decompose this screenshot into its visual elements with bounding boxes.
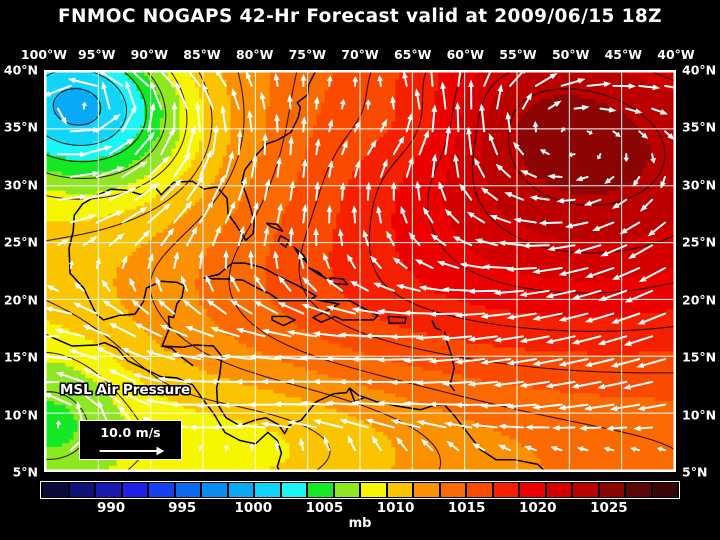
- colorbar-swatch: [96, 483, 121, 497]
- colorbar-tick-label: 1005: [305, 500, 344, 516]
- pressure-colorbar: [40, 481, 680, 499]
- wind-scale-label: 10.0 m/s: [100, 425, 161, 440]
- colorbar-swatch: [440, 483, 465, 497]
- latitude-tick-label: 10°N: [3, 407, 38, 423]
- longitude-tick-label: 45°W: [604, 47, 643, 62]
- colorbar-swatch: [599, 483, 624, 497]
- longitude-tick-label: 55°W: [499, 47, 537, 62]
- colorbar-swatch: [149, 483, 174, 497]
- colorbar-swatch: [387, 483, 412, 497]
- longitude-tick-label: 50°W: [551, 47, 590, 62]
- latitude-tick-label: 35°N: [3, 119, 38, 135]
- longitude-tick-label: 100°W: [20, 47, 68, 62]
- colorbar-tick-label: 995: [168, 500, 197, 516]
- latitude-tick-label: 20°N: [682, 292, 717, 308]
- colorbar-swatch: [202, 483, 227, 497]
- colorbar-tick-label: 1010: [376, 500, 415, 516]
- latitude-tick-label: 40°N: [3, 62, 38, 78]
- latitude-tick-label: 15°N: [682, 349, 717, 365]
- colorbar-swatch: [281, 483, 306, 497]
- longitude-tick-label: 65°W: [393, 47, 432, 62]
- map-plot-area[interactable]: MSL Air Pressure 10.0 m/s: [44, 70, 676, 472]
- wind-scale-arrow-icon: [99, 446, 165, 456]
- wind-vector-arrows: [46, 72, 674, 452]
- longitude-tick-label: 60°W: [446, 47, 485, 62]
- page-title: FNMOC NOGAPS 42-Hr Forecast valid at 200…: [58, 6, 662, 27]
- colorbar-swatch: [255, 483, 280, 497]
- latitude-tick-label: 5°N: [12, 464, 38, 480]
- colorbar-swatch: [626, 483, 651, 497]
- colorbar-swatch: [334, 483, 359, 497]
- longitude-tick-label: 80°W: [235, 47, 274, 62]
- latitude-tick-label: 30°N: [3, 177, 38, 193]
- colorbar-swatch: [122, 483, 147, 497]
- colorbar-tick-label: 1015: [447, 500, 486, 516]
- colorbar-swatch: [69, 483, 94, 497]
- longitude-tick-label: 90°W: [130, 47, 169, 62]
- latitude-tick-label: 25°N: [682, 234, 717, 250]
- colorbar-swatch: [652, 483, 677, 497]
- colorbar-swatch: [493, 483, 518, 497]
- latitude-tick-label: 15°N: [3, 349, 38, 365]
- colorbar-swatch: [546, 483, 571, 497]
- colorbar-swatch: [308, 483, 333, 497]
- latitude-tick-label: 35°N: [682, 119, 717, 135]
- longitude-tick-label: 70°W: [341, 47, 379, 62]
- colorbar-swatch: [467, 483, 492, 497]
- colorbar-tick-label: 990: [97, 500, 126, 516]
- latitude-tick-label: 30°N: [682, 177, 717, 193]
- map-canvas: [46, 72, 674, 470]
- colorbar-swatch: [414, 483, 439, 497]
- longitude-tick-label: 75°W: [288, 47, 327, 62]
- longitude-tick-label: 95°W: [77, 47, 116, 62]
- colorbar-tick-label: 1025: [590, 500, 628, 516]
- latitude-tick-label: 5°N: [682, 464, 708, 480]
- latitude-tick-label: 40°N: [682, 62, 717, 78]
- colorbar-swatch: [43, 483, 68, 497]
- colorbar-swatch: [175, 483, 200, 497]
- colorbar-tick-label: 1020: [518, 500, 557, 516]
- colorbar-tick-label: 1000: [234, 500, 273, 516]
- colorbar-swatch: [361, 483, 386, 497]
- latitude-tick-label: 10°N: [682, 407, 717, 423]
- longitude-tick-label: 85°W: [183, 47, 221, 62]
- colorbar-swatch: [228, 483, 253, 497]
- wind-scale-legend: 10.0 m/s: [79, 420, 182, 460]
- colorbar-swatch: [520, 483, 545, 497]
- colorbar-unit-label: mb: [348, 516, 372, 531]
- latitude-tick-label: 20°N: [3, 292, 38, 308]
- longitude-tick-label: 40°W: [657, 47, 695, 62]
- colorbar-swatch: [573, 483, 598, 497]
- latitude-tick-label: 25°N: [3, 234, 38, 250]
